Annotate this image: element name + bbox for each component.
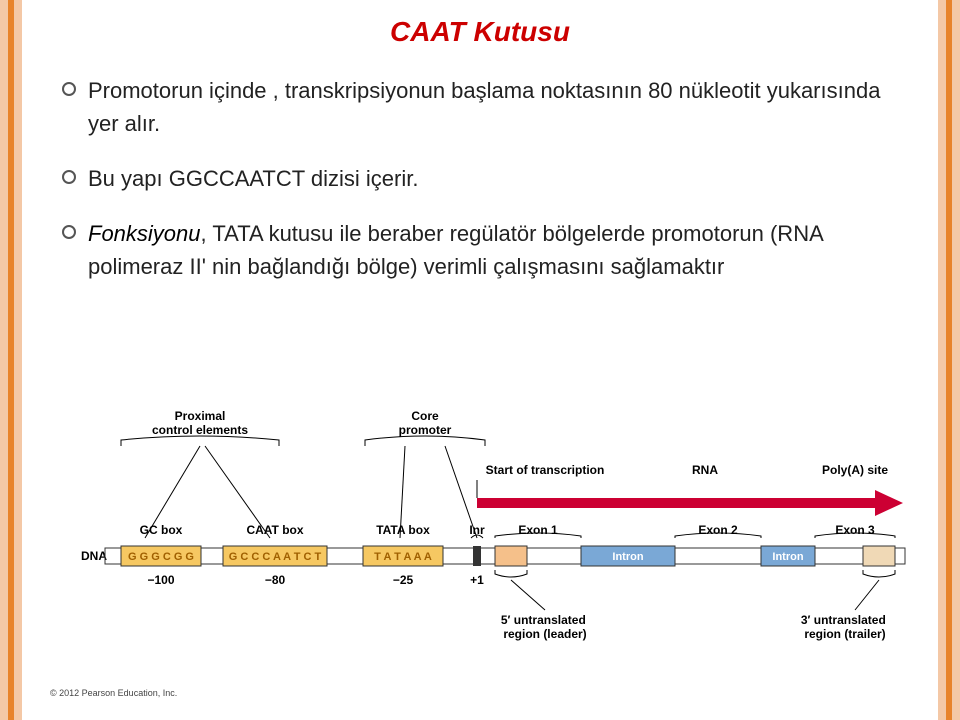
seq-text: T A T A A A	[374, 551, 432, 563]
bracket-utr3	[863, 570, 895, 577]
utr5-box	[495, 546, 527, 566]
label-rna: RNA	[692, 463, 718, 477]
leader-line	[855, 580, 879, 610]
label-caatbox: CAAT box	[246, 523, 303, 537]
label-polya: Poly(A) site	[822, 463, 888, 477]
bullet-item: Bu yapı GGCCAATCT dizisi içerir.	[62, 162, 898, 195]
bullet-marker-icon	[62, 82, 76, 96]
pos-label: −100	[147, 573, 174, 587]
seq-text: G G G C G G	[128, 551, 194, 563]
label-gcbox: GC box	[140, 523, 183, 537]
rna-arrow-icon	[477, 490, 903, 516]
bullet-marker-icon	[62, 170, 76, 184]
label-dna: DNA	[81, 549, 107, 563]
pos-label: −25	[393, 573, 414, 587]
label-proximal: Proximalcontrol elements	[152, 409, 248, 437]
bullet-list: Promotorun içinde , transkripsiyonun baş…	[62, 74, 898, 305]
bullet-item: Promotorun içinde , transkripsiyonun baş…	[62, 74, 898, 140]
label-utr3: 3′ untranslated region (trailer)	[801, 613, 889, 641]
seq-gc: G G G C G G	[121, 546, 201, 566]
bullet-text: Fonksiyonu, TATA kutusu ile beraber regü…	[88, 217, 898, 283]
title-text: CAAT Kutusu	[390, 16, 570, 47]
label-utr5: 5′ untranslated region (leader)	[501, 613, 589, 641]
bracket-core	[365, 436, 485, 446]
diagram-svg: Proximalcontrol elements Corepromoter St…	[44, 400, 916, 700]
label-exon1: Exon 1	[518, 523, 558, 537]
bracket-utr5	[495, 570, 527, 577]
bullet-text: Promotorun içinde , transkripsiyonun baş…	[88, 74, 898, 140]
seq-tata: T A T A A A	[363, 546, 443, 566]
pos-label: −80	[265, 573, 286, 587]
bullet-text: Bu yapı GGCCAATCT dizisi içerir.	[88, 162, 418, 195]
label-exon3: Exon 3	[835, 523, 875, 537]
bracket-proximal	[121, 436, 279, 446]
bullet-lead: Fonksiyonu	[88, 221, 201, 246]
label-intron: Intron	[612, 551, 643, 563]
label-start: Start of transcription	[486, 463, 605, 477]
leader-line	[511, 580, 545, 610]
label-tatabox: TATA box	[376, 523, 430, 537]
copyright-text: © 2012 Pearson Education, Inc.	[50, 688, 177, 698]
slide-title: CAAT Kutusu	[22, 16, 938, 48]
label-core: Corepromoter	[399, 409, 452, 437]
pos-label: +1	[470, 573, 484, 587]
inr-mark	[473, 546, 481, 566]
bullet-marker-icon	[62, 225, 76, 239]
bullet-item: Fonksiyonu, TATA kutusu ile beraber regü…	[62, 217, 898, 283]
seq-caat: G C C C A A T C T	[223, 546, 327, 566]
label-intron: Intron	[772, 551, 803, 563]
seq-text: G C C C A A T C T	[229, 551, 322, 563]
utr3-box	[863, 546, 895, 566]
label-exon2: Exon 2	[698, 523, 738, 537]
promoter-diagram: Proximalcontrol elements Corepromoter St…	[44, 400, 916, 700]
